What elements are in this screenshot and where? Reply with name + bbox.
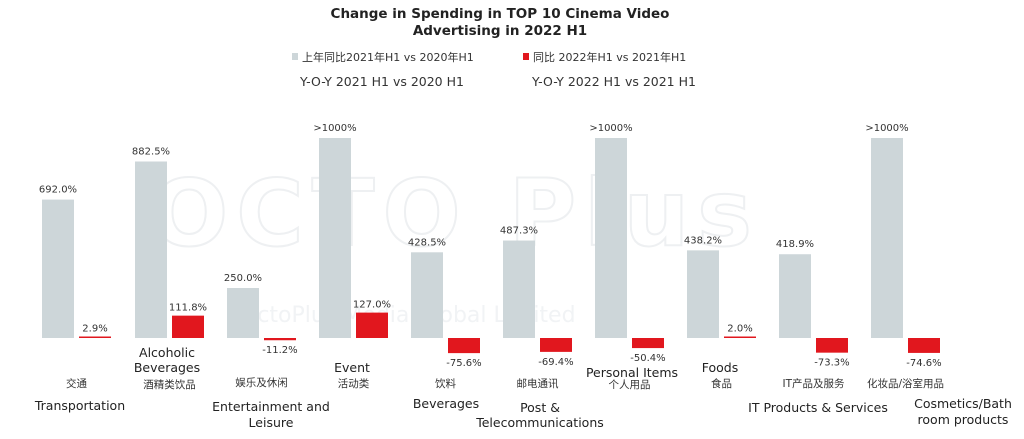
chart-title-line2: Advertising in 2022 H1	[413, 23, 587, 39]
legend-label-1: 上年同比2021年H1 vs 2020年H1	[302, 50, 474, 64]
data-label-grey-8: 418.9%	[776, 239, 814, 250]
data-label-grey-0: 692.0%	[39, 185, 77, 196]
category-label-en-2-1: Leisure	[249, 415, 294, 430]
data-label-grey-2: 250.0%	[224, 273, 262, 284]
data-label-grey-7: 438.2%	[684, 235, 722, 246]
data-label-red-4: -75.6%	[446, 358, 481, 369]
bar-red-7	[724, 336, 756, 338]
bar-red-4	[448, 338, 480, 354]
bar-grey-0	[42, 199, 74, 338]
data-label-grey-5: 487.3%	[500, 226, 538, 237]
bar-red-9	[908, 338, 940, 353]
chart-title-line1: Change in Spending in TOP 10 Cinema Vide…	[331, 6, 670, 22]
legend-subtitle-2: Y-O-Y 2022 H1 vs 2021 H1	[531, 74, 696, 89]
bar-red-1	[172, 315, 204, 338]
bar-red-2	[264, 338, 296, 341]
bar-grey-9	[871, 138, 903, 338]
data-label-grey-1: 882.5%	[132, 147, 170, 158]
bar-red-6	[632, 338, 664, 349]
legend-label-2: 同比 2022年H1 vs 2021年H1	[533, 50, 686, 64]
bar-grey-8	[779, 254, 811, 338]
data-label-red-6: -50.4%	[630, 353, 665, 364]
category-label-cn-9: 化妆品/浴室用品	[867, 377, 944, 390]
category-label-en-1-0: Alcoholic	[139, 345, 195, 360]
bar-red-0	[79, 336, 111, 338]
category-label-cn-1: 酒精类饮品	[143, 378, 196, 391]
legend-subtitle-1: Y-O-Y 2021 H1 vs 2020 H1	[299, 74, 464, 89]
bar-grey-1	[135, 161, 167, 338]
legend-swatch-grey	[292, 53, 298, 60]
data-label-red-7: 2.0%	[727, 324, 752, 335]
category-label-cn-4: 饮料	[435, 377, 456, 390]
data-label-red-5: -69.4%	[538, 357, 573, 368]
category-label-cn-3: 活动类	[338, 377, 370, 390]
bar-grey-3	[319, 138, 351, 338]
category-label-cn-7: 食品	[711, 377, 732, 390]
category-label-en-8-0: IT Products & Services	[748, 400, 888, 415]
data-label-red-3: 127.0%	[353, 300, 391, 311]
category-label-en-5-0: Post &	[520, 400, 560, 415]
category-label-en-9-0: Cosmetics/Bath	[914, 396, 1012, 411]
category-label-en-5-1: Telecommunications	[475, 415, 604, 430]
data-label-red-2: -11.2%	[262, 345, 297, 356]
data-label-red-0: 2.9%	[82, 324, 107, 335]
bar-grey-2	[227, 288, 259, 338]
bar-grey-6	[595, 138, 627, 338]
category-label-en-0-0: Transportation	[34, 398, 125, 413]
bar-red-3	[356, 312, 388, 338]
category-label-cn-5: 邮电通讯	[517, 377, 559, 390]
bars-layer	[42, 138, 940, 354]
bar-grey-7	[687, 250, 719, 338]
bar-red-8	[816, 338, 848, 353]
category-label-cn-2: 娱乐及休闲	[235, 376, 288, 389]
category-label-en-6-0: Personal Items	[586, 365, 678, 380]
data-label-grey-9: >1000%	[865, 123, 908, 134]
category-label-en-3-0: Event	[334, 360, 370, 375]
category-label-cn-6: 个人用品	[609, 379, 651, 391]
category-label-en-7-0: Foods	[702, 360, 739, 375]
category-label-en-1-1: Beverages	[134, 360, 200, 375]
watermark-main: OCTO Plus	[150, 160, 760, 267]
data-label-grey-4: 428.5%	[408, 237, 446, 248]
data-label-grey-6: >1000%	[589, 123, 632, 134]
bar-grey-5	[503, 240, 535, 338]
category-label-cn-0: 交通	[66, 377, 87, 390]
data-label-grey-3: >1000%	[313, 123, 356, 134]
labels-layer: 692.0% 2.9% 交通 Transportation 882.5% 111.8% 酒精…	[34, 123, 1012, 430]
legend: 上年同比2021年H1 vs 2020年H1 Y-O-Y 2021 H1 vs …	[292, 50, 696, 89]
bar-red-5	[540, 338, 572, 352]
category-label-en-2-0: Entertainment and	[212, 399, 330, 414]
category-label-en-9-1: room products	[918, 412, 1009, 427]
category-label-en-4-0: Beverages	[413, 396, 479, 411]
category-label-cn-8: IT产品及服务	[782, 377, 845, 390]
data-label-red-1: 111.8%	[169, 303, 207, 314]
bar-grey-4	[411, 252, 443, 338]
legend-swatch-red	[523, 53, 529, 60]
data-label-red-9: -74.6%	[906, 358, 941, 369]
data-label-red-8: -73.3%	[814, 358, 849, 369]
